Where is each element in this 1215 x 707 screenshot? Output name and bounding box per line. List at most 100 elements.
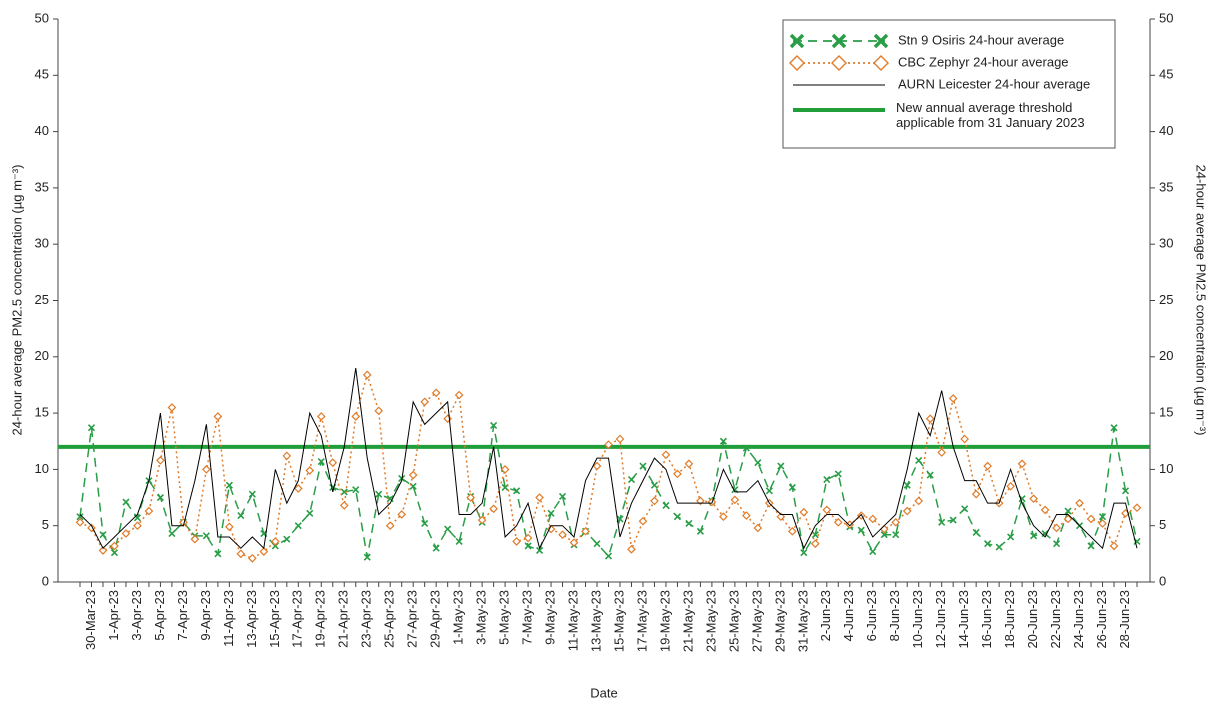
y2-tick-label: 15 — [1159, 405, 1173, 420]
y2-tick-label: 50 — [1159, 10, 1173, 25]
marker-shape — [811, 531, 819, 539]
data-point — [523, 533, 533, 543]
x-tick-label: 30-Mar-23 — [83, 590, 98, 650]
marker-shape — [650, 481, 659, 489]
marker-shape — [352, 486, 360, 494]
x-tick-label: 21-Apr-23 — [336, 590, 351, 648]
data-point — [156, 493, 164, 502]
x-tick-label: 27-Apr-23 — [405, 590, 420, 648]
marker-shape — [202, 532, 210, 540]
marker-shape — [777, 462, 785, 470]
data-point — [490, 421, 498, 430]
data-point — [133, 521, 142, 531]
data-point — [283, 535, 291, 543]
legend-marker — [789, 33, 805, 49]
marker-shape — [696, 527, 704, 535]
y2-tick-label: 5 — [1159, 517, 1166, 532]
data-point — [650, 496, 659, 506]
marker-shape — [225, 481, 233, 489]
y2-tick-label: 45 — [1159, 67, 1173, 82]
y-tick-label: 45 — [35, 67, 49, 82]
x-tick-label: 15-May-23 — [611, 590, 626, 652]
data-point — [914, 496, 924, 506]
data-point — [431, 388, 441, 398]
x-tick-label: 29-May-23 — [772, 590, 787, 652]
data-point — [225, 522, 234, 532]
data-point — [948, 394, 958, 403]
data-point — [868, 514, 878, 524]
x-tick-label: 13-Apr-23 — [244, 590, 259, 648]
marker-shape — [972, 528, 980, 537]
data-point — [581, 526, 590, 536]
marker-shape — [800, 549, 808, 557]
marker-shape — [915, 456, 923, 464]
data-point — [949, 516, 957, 524]
data-point — [477, 515, 487, 525]
data-point — [1109, 541, 1119, 551]
legend: Stn 9 Osiris 24-hour average CBC Zephyr 2… — [782, 19, 1116, 149]
y-tick-label: 15 — [35, 405, 49, 420]
data-point — [432, 544, 440, 552]
marker-shape — [490, 421, 498, 430]
data-point — [420, 397, 430, 407]
marker-shape — [375, 490, 383, 498]
data-point — [638, 516, 648, 526]
data-point — [1064, 507, 1072, 515]
data-point — [282, 451, 292, 461]
data-point — [799, 507, 809, 517]
data-point — [271, 542, 279, 550]
data-point — [466, 493, 475, 502]
data-point — [892, 531, 900, 539]
data-point — [408, 470, 418, 480]
data-point — [787, 526, 797, 536]
x-tick-label: 3-May-23 — [474, 590, 489, 645]
data-point — [684, 459, 694, 469]
marker-shape — [76, 513, 84, 521]
data-point — [753, 523, 763, 533]
marker-shape — [99, 531, 107, 539]
x-tick-label: 24-Jun-23 — [1071, 590, 1086, 649]
marker-shape — [593, 540, 601, 548]
y2-tick-label: 25 — [1159, 292, 1173, 307]
marker-shape — [788, 483, 796, 491]
data-point — [823, 475, 831, 484]
data-point — [535, 546, 544, 555]
marker-shape — [662, 501, 670, 509]
data-point — [99, 531, 107, 539]
data-point — [719, 437, 727, 445]
marker-shape — [604, 552, 613, 560]
data-point — [915, 456, 923, 464]
data-point — [98, 546, 108, 555]
legend-label: CBC Zephyr 24-hour average — [898, 54, 1069, 69]
data-point — [696, 496, 705, 506]
data-point — [202, 465, 211, 474]
x-tick-label: 13-May-23 — [588, 590, 603, 652]
data-point — [167, 403, 177, 412]
marker-shape — [1087, 542, 1095, 550]
data-point — [869, 548, 877, 556]
data-point — [1053, 540, 1061, 548]
marker-shape — [823, 475, 831, 484]
data-point — [765, 487, 773, 495]
x-tick-label: 25-Apr-23 — [382, 590, 397, 648]
x-tick-label: 14-Jun-23 — [956, 590, 971, 649]
data-point — [386, 495, 394, 503]
data-point — [259, 547, 269, 556]
marker-shape — [535, 546, 544, 555]
data-point — [1030, 532, 1038, 540]
marker-shape — [237, 512, 245, 520]
data-point — [903, 481, 911, 489]
legend-label-box: New annual average threshold applicable … — [896, 100, 1085, 130]
data-point — [1040, 505, 1050, 515]
data-point — [1121, 487, 1130, 495]
marker-shape — [317, 457, 325, 466]
data-point — [857, 526, 865, 534]
x-tick-label: 7-Apr-23 — [175, 590, 190, 641]
marker-shape — [961, 505, 969, 513]
data-point — [121, 529, 131, 538]
data-point — [168, 530, 176, 538]
data-point — [902, 506, 912, 516]
data-point — [592, 461, 602, 471]
marker-shape — [834, 470, 842, 478]
data-point — [719, 512, 728, 522]
